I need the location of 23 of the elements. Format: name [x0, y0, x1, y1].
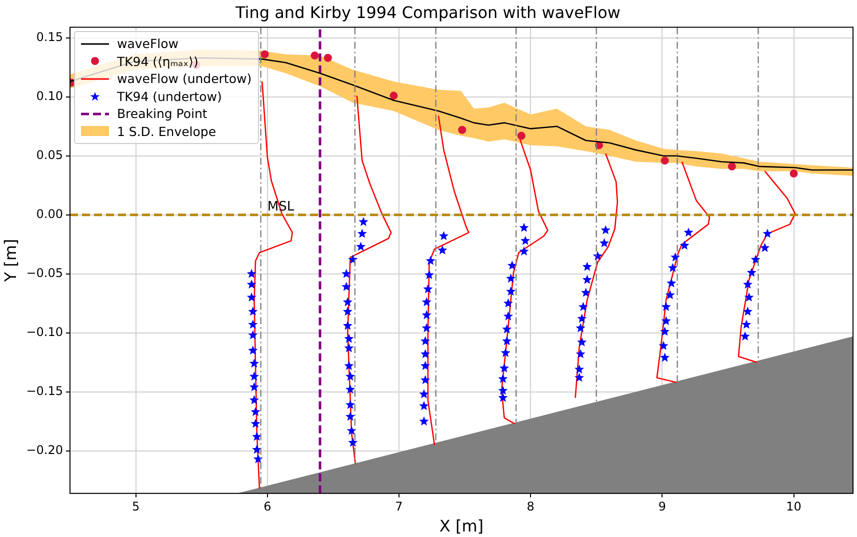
legend-label: waveFlow (undertow): [116, 70, 252, 88]
y-tick-label: 0.05: [36, 148, 63, 162]
y-tick-label: 0.15: [36, 30, 63, 44]
y-axis-title: Y [m]: [0, 238, 20, 283]
x-tick-label: 10: [786, 500, 802, 514]
x-tick-label: 6: [264, 500, 272, 514]
x-axis-title: X [m]: [439, 516, 484, 536]
chart-title: Ting and Kirby 1994 Comparison with waveFlow: [234, 2, 620, 22]
legend-label: TK94 (⟨ηₘₐₓ⟩): [116, 52, 198, 70]
x-tick-label: 9: [658, 500, 666, 514]
y-tick-label: −0.15: [26, 384, 63, 398]
y-tick-label: −0.20: [26, 443, 63, 458]
x-tick-label: 7: [395, 500, 403, 514]
legend-label: 1 S.D. Envelope: [116, 122, 216, 140]
legend-label: Breaking Point: [116, 105, 208, 123]
x-tick-label: 8: [526, 500, 534, 514]
y-tick-label: −0.05: [26, 266, 63, 280]
legend-label: waveFlow: [116, 35, 178, 53]
y-tick-label: −0.10: [26, 325, 63, 340]
x-tick-label: 5: [132, 500, 140, 514]
legend-label: TK94 (undertow): [116, 88, 222, 106]
y-tick-label: 0.10: [36, 88, 63, 103]
y-tick-label: 0.00: [36, 206, 63, 221]
